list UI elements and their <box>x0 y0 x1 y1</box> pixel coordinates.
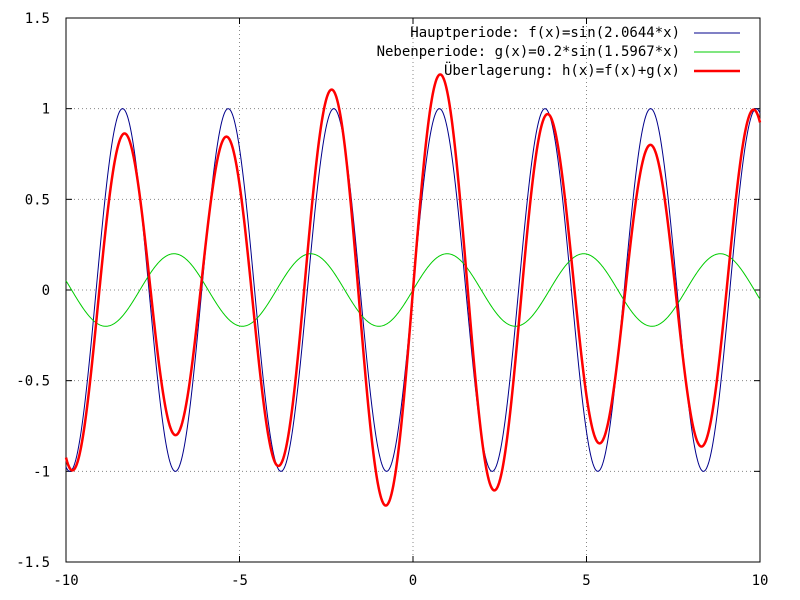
legend-entry-ueberlagerung-label: Überlagerung: h(x)=f(x)+g(x) <box>444 61 680 79</box>
y-tick-labels: -1.5 -1 -0.5 0 0.5 1 1.5 <box>16 11 50 571</box>
x-tick-label: 5 <box>582 573 590 589</box>
y-tick-label: 0.5 <box>25 192 50 208</box>
x-tick-label: -5 <box>231 573 248 589</box>
x-tick-label: 0 <box>409 573 417 589</box>
x-tick-labels: -10 -5 0 5 10 <box>53 573 768 589</box>
series-line-ueberlagerung <box>64 73 762 507</box>
axis-ticks <box>65 17 761 563</box>
x-tick-label: -10 <box>53 573 78 589</box>
y-tick-label: 0 <box>42 283 50 299</box>
y-tick-label: -1.5 <box>16 555 50 571</box>
series-layer <box>64 73 762 507</box>
y-tick-label: -0.5 <box>16 374 50 390</box>
y-tick-label: 1 <box>42 102 50 118</box>
y-tick-label: 1.5 <box>25 11 50 27</box>
legend-entry-nebenperiode-label: Nebenperiode: g(x)=0.2*sin(1.5967*x) <box>377 44 680 60</box>
y-tick-label: -1 <box>33 464 50 480</box>
x-tick-label: 10 <box>752 573 769 589</box>
legend: Hauptperiode: f(x)=sin(2.0644*x) Nebenper… <box>377 25 740 79</box>
legend-entry-hauptperiode-label: Hauptperiode: f(x)=sin(2.0644*x) <box>410 25 680 41</box>
